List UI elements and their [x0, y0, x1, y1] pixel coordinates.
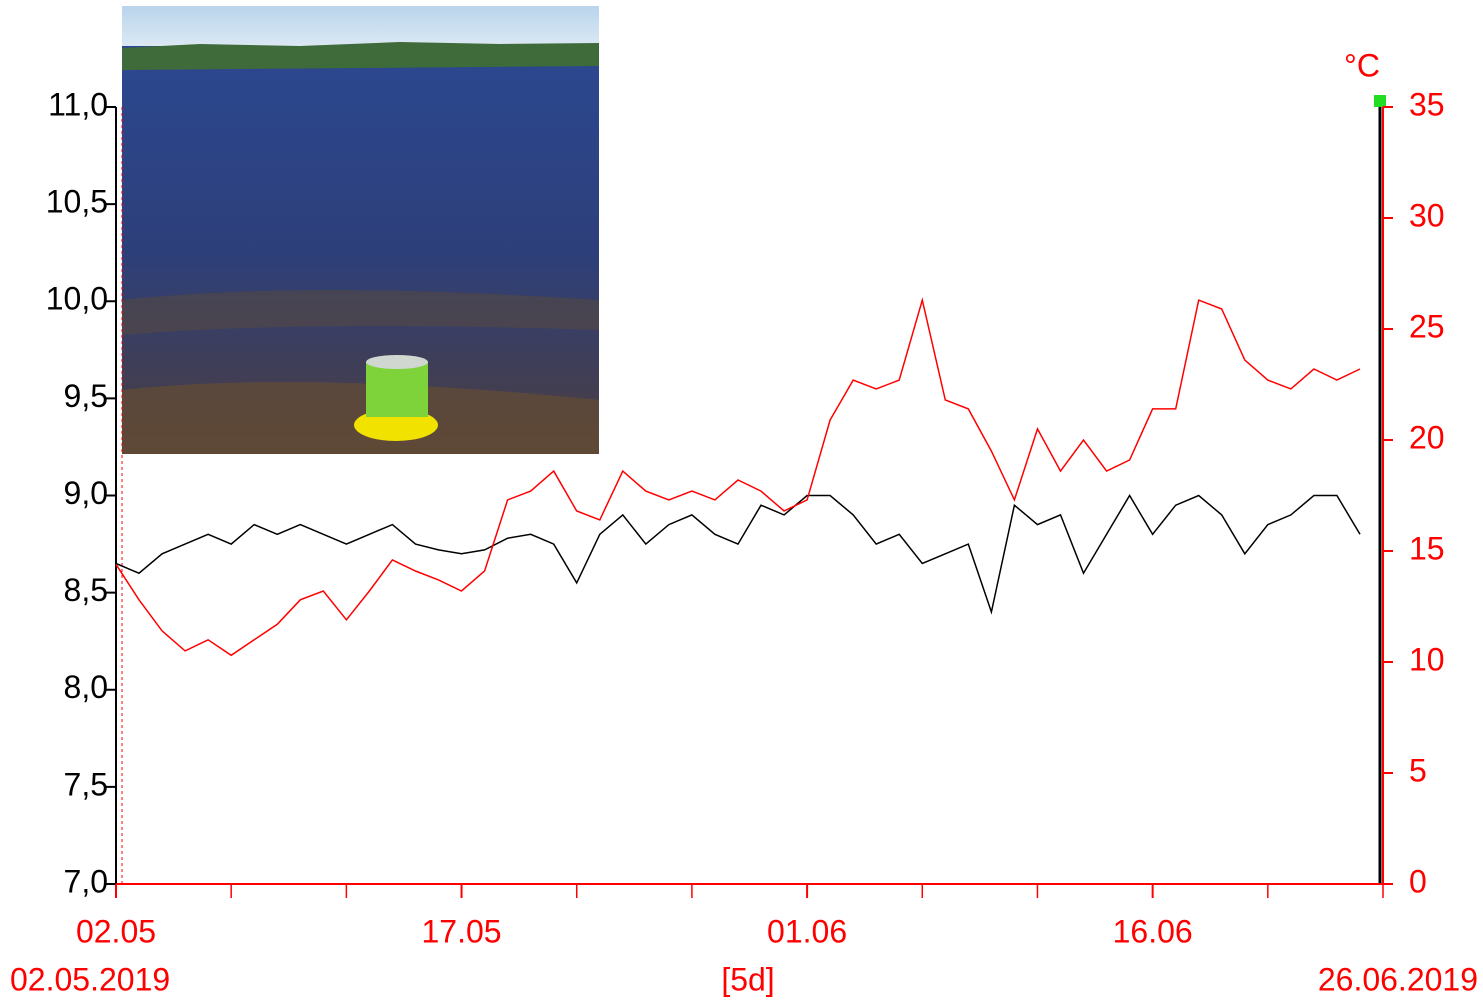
interval-label: [5d]	[721, 961, 774, 997]
y2-tick-label: 35	[1409, 86, 1445, 122]
y2-unit: °C	[1344, 47, 1380, 83]
start-date: 02.05.2019	[10, 961, 170, 997]
y-tick-label: 9,0	[64, 475, 108, 511]
y2-tick-label: 0	[1409, 863, 1427, 899]
photo-inset	[122, 6, 599, 454]
y-tick-label: 7,5	[64, 766, 108, 802]
y2-tick-label: 15	[1409, 530, 1445, 566]
y2-tick-label: 30	[1409, 197, 1445, 233]
status-indicator	[1374, 95, 1386, 107]
y2-tick-label: 25	[1409, 308, 1445, 344]
end-date: 26.06.2019	[1318, 961, 1478, 997]
y-tick-label: 9,5	[64, 378, 108, 414]
x-tick-label: 01.06	[767, 913, 847, 949]
x-tick-label: 02.05	[76, 913, 156, 949]
series-line	[116, 496, 1360, 613]
x-tick-label: 17.05	[422, 913, 502, 949]
chart: °C 02.05.2019 [5d] 26.06.2019 7,0 7,5 8,0 8…	[0, 0, 1483, 1004]
y-tick-label: 10,0	[46, 281, 108, 317]
y2-tick-label: 5	[1409, 752, 1427, 788]
x-tick-label: 16.06	[1113, 913, 1193, 949]
y2-tick-label: 10	[1409, 641, 1445, 677]
y-tick-label: 7,0	[64, 863, 108, 899]
y-tick-label: 11,0	[48, 86, 108, 122]
y-tick-label: 8,5	[64, 572, 108, 608]
y2-tick-label: 20	[1409, 419, 1445, 455]
page: {"chart_data": {"type": "line", "unit_la…	[0, 0, 1483, 1004]
y-tick-label: 8,0	[64, 669, 108, 705]
y-tick-label: 10,5	[46, 184, 108, 220]
